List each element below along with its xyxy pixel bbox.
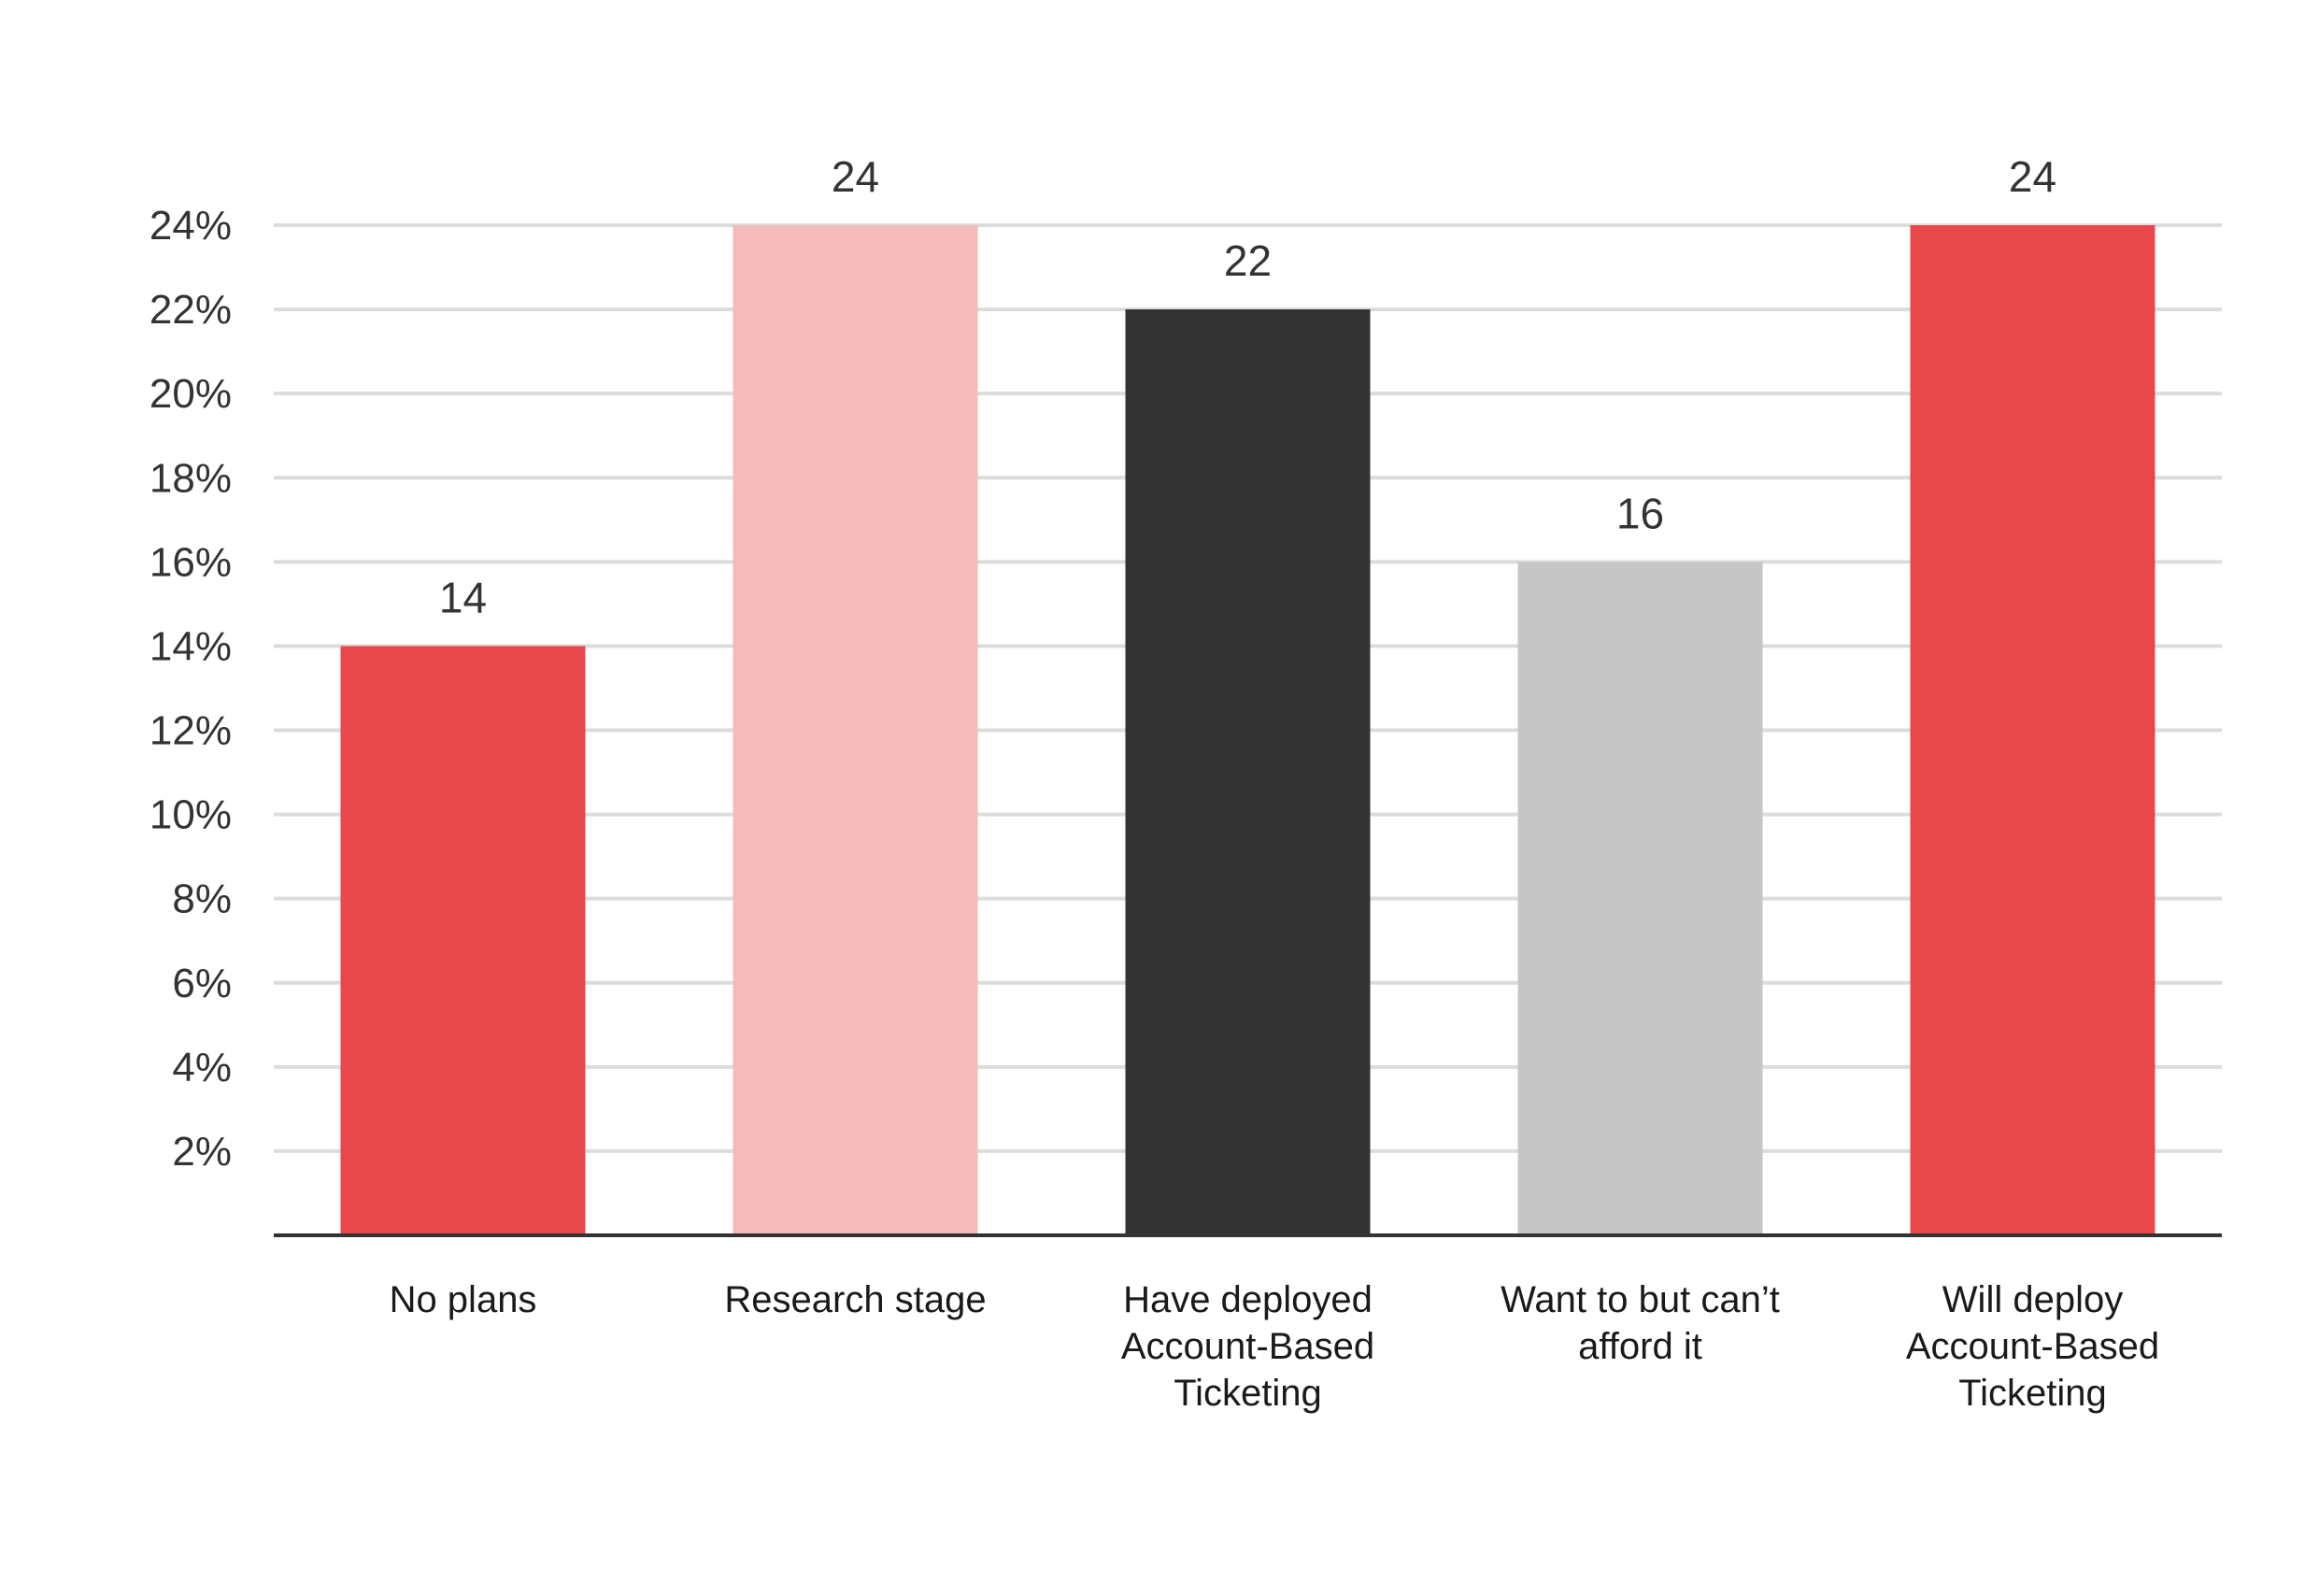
- x-category-label-line: Research stage: [724, 1279, 986, 1320]
- bar: [340, 646, 586, 1235]
- bar-value-label: 14: [439, 573, 487, 621]
- y-tick-label: 6%: [172, 961, 232, 1006]
- bar-value-label: 16: [1616, 489, 1664, 537]
- y-tick-label: 18%: [149, 455, 232, 501]
- category-labels: No plans Research stage Have deployed Accou…: [390, 1279, 2160, 1414]
- y-tick-label: 14%: [149, 623, 232, 669]
- y-tick-label: 20%: [149, 371, 232, 417]
- bar-value-label: 22: [1224, 236, 1272, 285]
- x-category-label-line: Account-Based: [1121, 1326, 1374, 1367]
- x-category-label-line: Want to but can’t: [1501, 1279, 1780, 1320]
- x-category-label: Want to but can’t afford it: [1501, 1279, 1780, 1367]
- x-category-label-line: Ticketing: [1174, 1373, 1322, 1414]
- bar: [733, 225, 978, 1235]
- bar: [1910, 225, 2155, 1235]
- x-category-label-line: Have deployed: [1123, 1279, 1373, 1320]
- bar-value-label: 24: [2009, 152, 2056, 201]
- bar-value-label: 24: [832, 152, 879, 201]
- bar: [1517, 562, 1763, 1235]
- x-category-label: Have deployed Account-Based Ticketing: [1121, 1279, 1374, 1414]
- x-category-label-line: Will deploy: [1942, 1279, 2123, 1320]
- x-category-label-line: Ticketing: [1958, 1373, 2107, 1414]
- x-category-label-line: No plans: [390, 1279, 537, 1320]
- y-tick-label: 10%: [149, 792, 232, 838]
- y-axis-tick-labels: 2% 4% 6% 8% 10% 12% 14% 16% 18% 20% 22% 24%: [149, 203, 232, 1175]
- x-category-label: Will deploy Account-Based Ticketing: [1906, 1279, 2159, 1414]
- x-category-label-line: afford it: [1578, 1326, 1702, 1367]
- x-category-label: Research stage: [724, 1279, 986, 1320]
- y-tick-label: 16%: [149, 539, 232, 585]
- y-tick-label: 2%: [172, 1129, 232, 1175]
- y-tick-label: 8%: [172, 876, 232, 922]
- x-category-label: No plans: [390, 1279, 537, 1320]
- bars: [340, 225, 2155, 1235]
- data-labels: 14 24 22 16 24: [439, 152, 2056, 621]
- y-tick-label: 24%: [149, 203, 232, 249]
- y-tick-label: 22%: [149, 287, 232, 333]
- bar: [1125, 309, 1371, 1235]
- y-tick-label: 12%: [149, 708, 232, 754]
- x-category-label-line: Account-Based: [1906, 1326, 2159, 1367]
- y-tick-label: 4%: [172, 1045, 232, 1090]
